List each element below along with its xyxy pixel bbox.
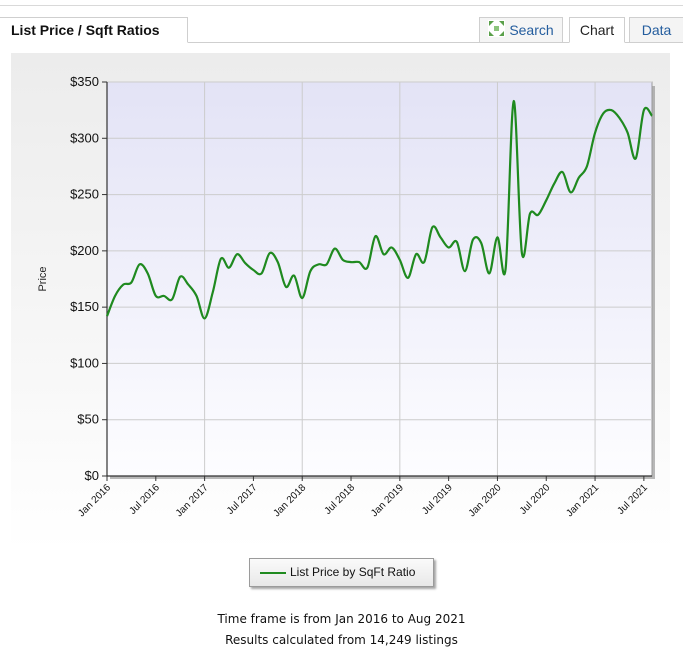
y-tick-label: $350 xyxy=(70,74,99,89)
header-divider xyxy=(0,42,683,43)
top-rule xyxy=(0,5,683,6)
x-tick-label: Jul 2016 xyxy=(127,482,162,517)
legend-label: List Price by SqFt Ratio xyxy=(290,565,416,579)
x-tick-label: Jan 2017 xyxy=(174,482,211,519)
x-tick-label: Jan 2018 xyxy=(271,482,308,519)
x-tick-label: Jul 2019 xyxy=(420,482,455,517)
chart-legend: List Price by SqFt Ratio xyxy=(249,558,434,587)
tab-search[interactable]: Search xyxy=(479,17,563,43)
x-tick-label: Jan 2020 xyxy=(467,482,504,519)
x-tick-label: Jan 2019 xyxy=(369,482,406,519)
x-tick-label: Jul 2021 xyxy=(615,482,650,517)
timeframe-text: Time frame is from Jan 2016 to Aug 2021 xyxy=(217,612,466,626)
x-tick-label: Jan 2016 xyxy=(76,482,113,519)
y-axis-label: Price xyxy=(37,266,49,291)
y-tick-label: $100 xyxy=(70,355,99,370)
y-tick-label: $200 xyxy=(70,243,99,258)
plot-area xyxy=(106,81,653,477)
y-tick-label: $300 xyxy=(70,130,99,145)
x-tick-label: Jul 2020 xyxy=(518,482,553,517)
y-tick-label: $150 xyxy=(70,299,99,314)
panel-title: List Price / Sqft Ratios xyxy=(0,17,188,43)
results-text: Results calculated from 14,249 listings xyxy=(225,633,458,647)
tab-chart[interactable]: Chart xyxy=(569,17,625,43)
x-tick-label: Jul 2018 xyxy=(323,482,358,517)
y-tick-label: $50 xyxy=(77,412,99,427)
tab-data[interactable]: Data xyxy=(629,17,683,43)
x-tick-label: Jan 2021 xyxy=(564,482,601,519)
line-chart: $0 $50 $100 $150 $200 $250 $300 $350 Jan 2016 Ju… xyxy=(37,74,655,519)
tab-search-label: Search xyxy=(509,22,554,38)
y-tick-label: $0 xyxy=(85,468,99,483)
series-line xyxy=(105,99,653,320)
legend-swatch xyxy=(260,572,286,574)
y-tick-label: $250 xyxy=(70,187,99,202)
x-tick-label: Jul 2017 xyxy=(225,482,260,517)
expand-icon xyxy=(488,20,506,37)
